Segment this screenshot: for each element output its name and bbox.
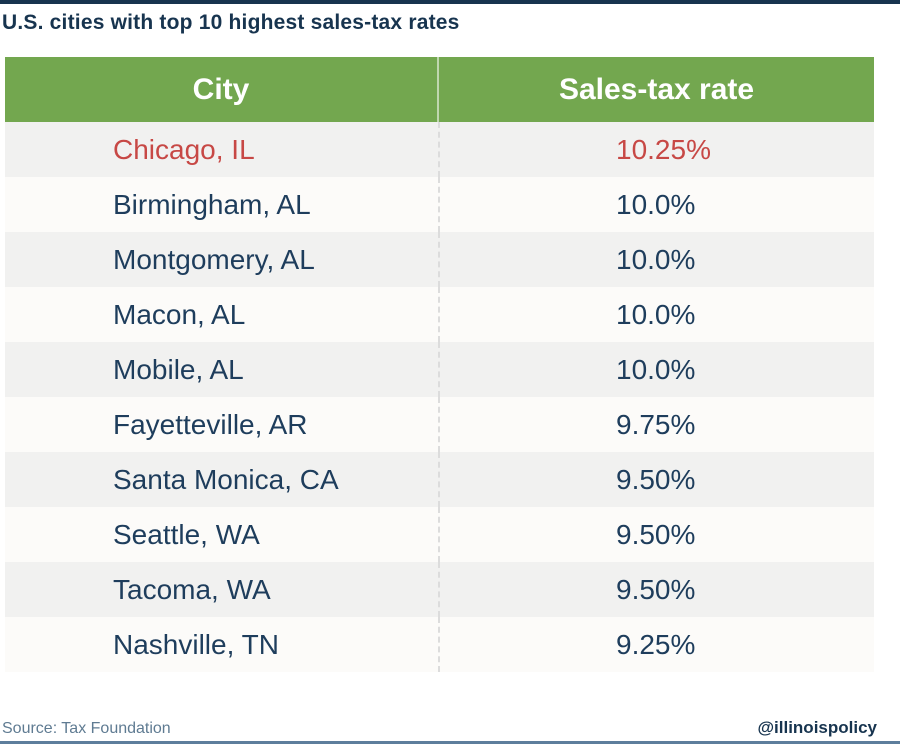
rate-cell: 9.25% <box>438 617 874 672</box>
table-header-row: City Sales-tax rate <box>5 57 874 122</box>
table-row: Nashville, TN 9.25% <box>5 617 874 672</box>
table-row: Birmingham, AL 10.0% <box>5 177 874 232</box>
source-note: Source: Tax Foundation <box>2 720 171 737</box>
city-cell: Mobile, AL <box>113 353 244 385</box>
table-row: Macon, AL 10.0% <box>5 287 874 342</box>
table-body: Chicago, IL 10.25% Birmingham, AL 10.0% Mont… <box>5 122 874 672</box>
rate-cell: 9.50% <box>438 507 874 562</box>
column-header-rate: Sales-tax rate <box>558 72 755 106</box>
rate-cell: 10.25% <box>438 122 874 177</box>
city-cell: Nashville, TN <box>113 628 279 660</box>
city-cell: Fayetteville, AR <box>113 408 308 440</box>
footer-text-row: Source: Tax Foundation @illinoispolicy <box>0 718 900 741</box>
footer: Source: Tax Foundation @illinoispolicy <box>0 718 900 744</box>
city-cell: Montgomery, AL <box>113 243 315 275</box>
city-cell: Seattle, WA <box>113 518 260 550</box>
city-cell: Tacoma, WA <box>113 573 271 605</box>
rate-cell: 9.75% <box>438 397 874 452</box>
table-row: Chicago, IL 10.25% <box>5 122 874 177</box>
city-cell: Santa Monica, CA <box>113 463 339 495</box>
sales-tax-table: City Sales-tax rate Chicago, IL 10.25% Bir… <box>5 57 874 672</box>
city-cell: Birmingham, AL <box>113 188 311 220</box>
twitter-handle: @illinoispolicy <box>757 718 877 737</box>
table-row: Mobile, AL 10.0% <box>5 342 874 397</box>
column-header-city: City <box>192 72 250 106</box>
rate-cell: 10.0% <box>438 287 874 342</box>
rate-cell: 9.50% <box>438 452 874 507</box>
bottom-rule <box>0 741 900 744</box>
table-row: Tacoma, WA 9.50% <box>5 562 874 617</box>
rate-cell: 9.50% <box>438 562 874 617</box>
rate-cell: 10.0% <box>438 232 874 287</box>
top-rule <box>0 0 900 4</box>
table-row: Santa Monica, CA 9.50% <box>5 452 874 507</box>
rate-cell: 10.0% <box>438 177 874 232</box>
page-title: U.S. cities with top 10 highest sales-ta… <box>2 11 460 34</box>
city-cell: Macon, AL <box>113 298 246 330</box>
table-row: Montgomery, AL 10.0% <box>5 232 874 287</box>
table-row: Fayetteville, AR 9.75% <box>5 397 874 452</box>
city-cell: Chicago, IL <box>113 133 255 165</box>
rate-cell: 10.0% <box>438 342 874 397</box>
table-row: Seattle, WA 9.50% <box>5 507 874 562</box>
header-column-divider <box>437 57 439 122</box>
